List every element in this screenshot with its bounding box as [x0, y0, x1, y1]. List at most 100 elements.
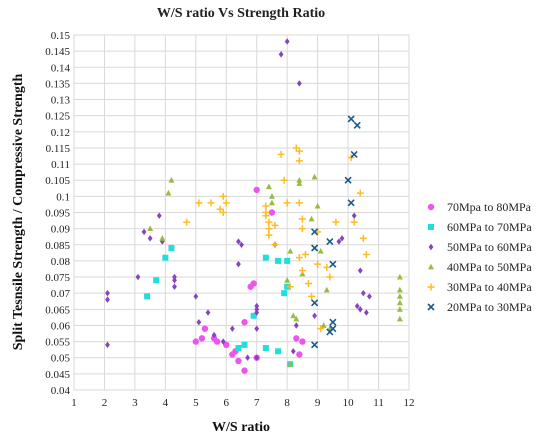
data-point — [275, 257, 282, 264]
data-point — [347, 115, 355, 123]
data-point — [245, 354, 250, 361]
legend-entry: 40MPa to 50MPa — [428, 260, 532, 274]
legend-label: 30MPa to 40MPa — [447, 280, 532, 294]
data-point — [168, 177, 175, 183]
legend-marker — [428, 224, 434, 230]
data-point — [262, 345, 269, 352]
data-point — [347, 154, 355, 162]
data-point — [205, 309, 211, 316]
data-point — [290, 348, 296, 355]
data-point — [196, 319, 202, 326]
data-point — [250, 280, 257, 287]
data-point — [211, 331, 217, 339]
data-point — [290, 312, 297, 319]
y-tick-label: 0.09 — [51, 224, 71, 236]
data-point — [308, 215, 315, 222]
data-point — [105, 341, 110, 349]
data-point — [323, 286, 330, 293]
data-point — [311, 341, 319, 349]
data-point — [396, 315, 403, 322]
data-point — [277, 150, 285, 158]
x-tick-label: 3 — [132, 397, 138, 409]
data-point — [298, 267, 306, 275]
data-point — [268, 193, 275, 199]
data-point — [326, 237, 334, 246]
data-point — [336, 238, 342, 245]
x-tick-label: 7 — [254, 397, 260, 409]
data-point — [363, 309, 369, 316]
data-point — [326, 273, 334, 281]
data-point — [254, 302, 260, 310]
data-point — [105, 289, 110, 297]
data-point — [295, 147, 303, 155]
data-point — [396, 306, 403, 312]
series-1-points — [144, 245, 294, 368]
legend: 70Mpa to 80MPa 60MPa to 70MPa 50MPa to 60M… — [427, 200, 532, 314]
data-point — [147, 235, 153, 242]
legend-label: 40MPa to 50MPa — [447, 260, 532, 274]
series-5-points — [311, 115, 361, 349]
y-tick-label: 0.045 — [45, 369, 70, 381]
data-point — [265, 225, 273, 233]
data-point — [295, 157, 303, 165]
data-point — [281, 290, 288, 297]
y-tick-label: 0.13 — [51, 95, 71, 107]
data-point — [201, 325, 209, 332]
data-point — [262, 202, 270, 210]
data-point — [254, 354, 260, 361]
plot-area — [73, 34, 410, 391]
data-point — [287, 248, 294, 254]
data-point — [311, 244, 319, 252]
data-point — [284, 277, 291, 283]
data-point — [156, 212, 162, 219]
data-point — [360, 289, 366, 297]
y-tick-label: 0.06 — [51, 320, 71, 332]
data-point — [311, 173, 318, 180]
y-tick-label: 0.055 — [45, 337, 70, 349]
data-point — [359, 234, 367, 242]
data-point — [332, 218, 340, 226]
data-point — [296, 180, 303, 186]
data-point — [235, 345, 242, 352]
data-point — [314, 260, 322, 268]
data-point — [296, 351, 303, 358]
data-point — [236, 238, 241, 245]
data-point — [165, 189, 172, 196]
data-point — [396, 293, 403, 299]
data-point — [311, 228, 319, 236]
data-point — [293, 322, 299, 329]
x-tick-label: 9 — [315, 397, 321, 409]
y-tick-label: 0.105 — [45, 175, 70, 187]
data-point — [219, 209, 227, 216]
y-tick-label: 0.07 — [51, 288, 71, 300]
data-point — [299, 338, 306, 345]
data-point — [344, 176, 352, 184]
data-point — [329, 318, 337, 326]
data-point — [271, 221, 279, 229]
data-point — [236, 260, 241, 268]
y-tick-label: 0.095 — [45, 208, 70, 220]
data-point — [271, 241, 279, 249]
data-point — [353, 121, 361, 129]
data-point — [195, 199, 203, 207]
data-point — [357, 267, 363, 274]
data-point — [222, 199, 230, 207]
data-point — [254, 309, 260, 316]
data-point — [193, 293, 199, 300]
y-tick-label: 0.135 — [45, 78, 70, 90]
data-point — [283, 199, 291, 207]
legend-label: 50MPa to 60MPa — [447, 240, 532, 254]
data-point — [317, 248, 324, 254]
y-tick-label: 0.15 — [51, 30, 71, 42]
y-axis-label: Split Tesnsile Strength / Compressive St… — [11, 74, 26, 351]
data-point — [141, 228, 147, 236]
data-point — [296, 80, 302, 87]
x-tick-label: 10 — [343, 397, 355, 409]
data-point — [159, 235, 166, 241]
legend-marker — [428, 243, 434, 251]
y-tick-labels: 0.04 0.045 0.05 0.055 0.06 0.065 0.07 0.075 0.08… — [45, 30, 70, 397]
x-tick-label: 6 — [224, 397, 230, 409]
x-tick-labels: 1 2 3 4 5 6 7 8 9 10 11 12 — [71, 397, 414, 409]
data-point — [351, 212, 357, 219]
data-point — [219, 192, 227, 200]
